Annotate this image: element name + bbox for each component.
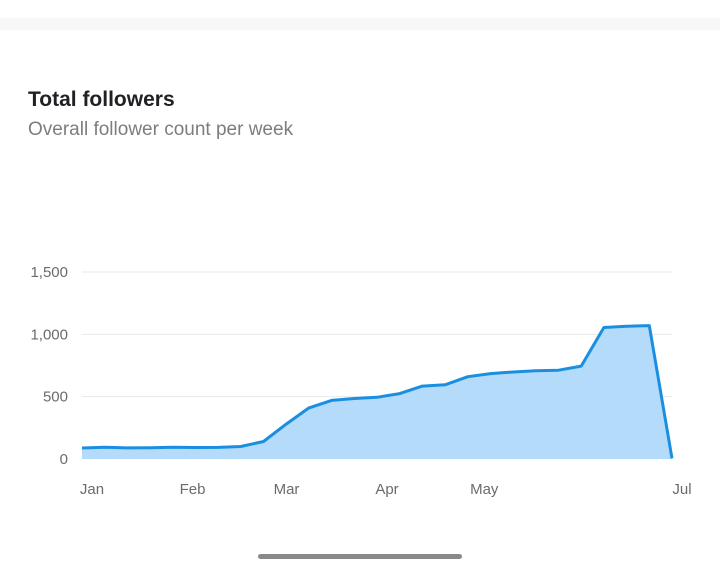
data-point xyxy=(466,375,469,378)
home-indicator[interactable] xyxy=(258,554,462,559)
data-point xyxy=(671,457,674,460)
x-tick-label: Feb xyxy=(180,481,206,498)
y-tick-label: 1,500 xyxy=(30,264,68,281)
y-tick-label: 500 xyxy=(43,389,68,406)
data-point xyxy=(534,369,537,372)
x-tick-label: Jul xyxy=(672,481,691,498)
data-point xyxy=(376,396,379,399)
data-point xyxy=(285,423,288,426)
data-point xyxy=(421,385,424,388)
followers-area xyxy=(82,325,672,459)
y-tick-label: 0 xyxy=(60,451,68,468)
data-point xyxy=(194,446,197,449)
data-point xyxy=(625,325,628,328)
data-point xyxy=(557,369,560,372)
data-point xyxy=(353,397,356,400)
data-point xyxy=(648,324,651,327)
x-tick-label: May xyxy=(470,481,499,498)
y-tick-label: 1,000 xyxy=(30,326,68,343)
chart-title: Total followers xyxy=(28,88,175,111)
chart-subtitle: Overall follower count per week xyxy=(28,119,294,140)
x-tick-label: Jan xyxy=(80,481,104,498)
data-point xyxy=(171,446,174,449)
data-point xyxy=(126,446,129,449)
followers-line xyxy=(81,324,674,459)
data-point xyxy=(398,392,401,395)
top-strip xyxy=(0,18,720,30)
data-point xyxy=(103,446,106,449)
x-tick-label: Apr xyxy=(375,481,398,498)
data-point xyxy=(444,383,447,386)
y-axis-ticks: 0 500 1,000 1,500 xyxy=(30,264,68,468)
data-point xyxy=(217,446,220,449)
data-point xyxy=(330,399,333,402)
data-point xyxy=(580,365,583,368)
data-point xyxy=(81,447,84,450)
x-axis-ticks: Jan Feb Mar Apr May Jul xyxy=(80,481,692,498)
data-point xyxy=(149,446,152,449)
data-point xyxy=(307,406,310,409)
data-point xyxy=(239,445,242,448)
data-point xyxy=(262,440,265,443)
data-point xyxy=(489,372,492,375)
x-tick-label: Mar xyxy=(274,481,300,498)
data-point xyxy=(602,326,605,329)
data-point xyxy=(512,371,515,374)
